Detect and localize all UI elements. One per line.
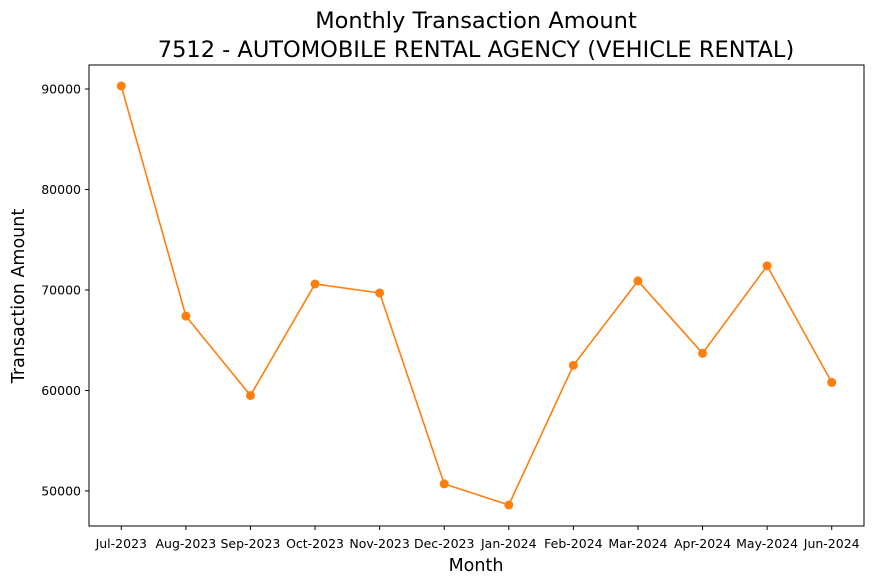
x-tick-label: Apr-2024	[674, 536, 731, 551]
x-tick-label: Nov-2023	[349, 536, 409, 551]
x-tick-label: May-2024	[736, 536, 798, 551]
x-tick-label: Aug-2023	[156, 536, 217, 551]
x-tick-label: Dec-2023	[414, 536, 475, 551]
y-tick-label: 70000	[41, 282, 81, 297]
x-axis-label: Month	[449, 556, 504, 576]
data-point	[762, 261, 772, 271]
x-tick-label: Feb-2024	[544, 536, 603, 551]
x-tick-label: Jun-2024	[803, 536, 860, 551]
data-point	[568, 360, 578, 370]
x-tick-label: Jul-2023	[95, 536, 147, 551]
y-axis-label: Transaction Amount	[9, 209, 29, 385]
data-point	[310, 279, 320, 289]
data-point	[116, 81, 126, 91]
x-tick-label: Jan-2024	[480, 536, 537, 551]
data-point	[181, 311, 191, 321]
chart-subtitle: 7512 - AUTOMOBILE RENTAL AGENCY (VEHICLE…	[158, 37, 794, 63]
y-tick-label: 90000	[41, 82, 81, 97]
data-point	[698, 348, 708, 358]
x-tick-label: Oct-2023	[286, 536, 344, 551]
y-tick-label: 50000	[41, 483, 81, 498]
data-point	[504, 500, 514, 510]
data-point	[375, 288, 385, 298]
x-tick-label: Mar-2024	[608, 536, 667, 551]
y-tick-label: 60000	[41, 383, 81, 398]
y-tick-label: 80000	[41, 182, 81, 197]
data-point	[827, 377, 837, 387]
series-line	[120, 85, 833, 506]
data-point	[633, 276, 643, 286]
data-point	[245, 390, 255, 400]
plot-area: 50000 60000 70000 80000 90000 Jul-2023 Aug-202…	[41, 81, 860, 551]
x-tick-label: Sep-2023	[221, 536, 281, 551]
data-point	[439, 479, 449, 489]
plot-frame	[88, 64, 865, 527]
chart-title: Monthly Transaction Amount	[315, 8, 637, 34]
